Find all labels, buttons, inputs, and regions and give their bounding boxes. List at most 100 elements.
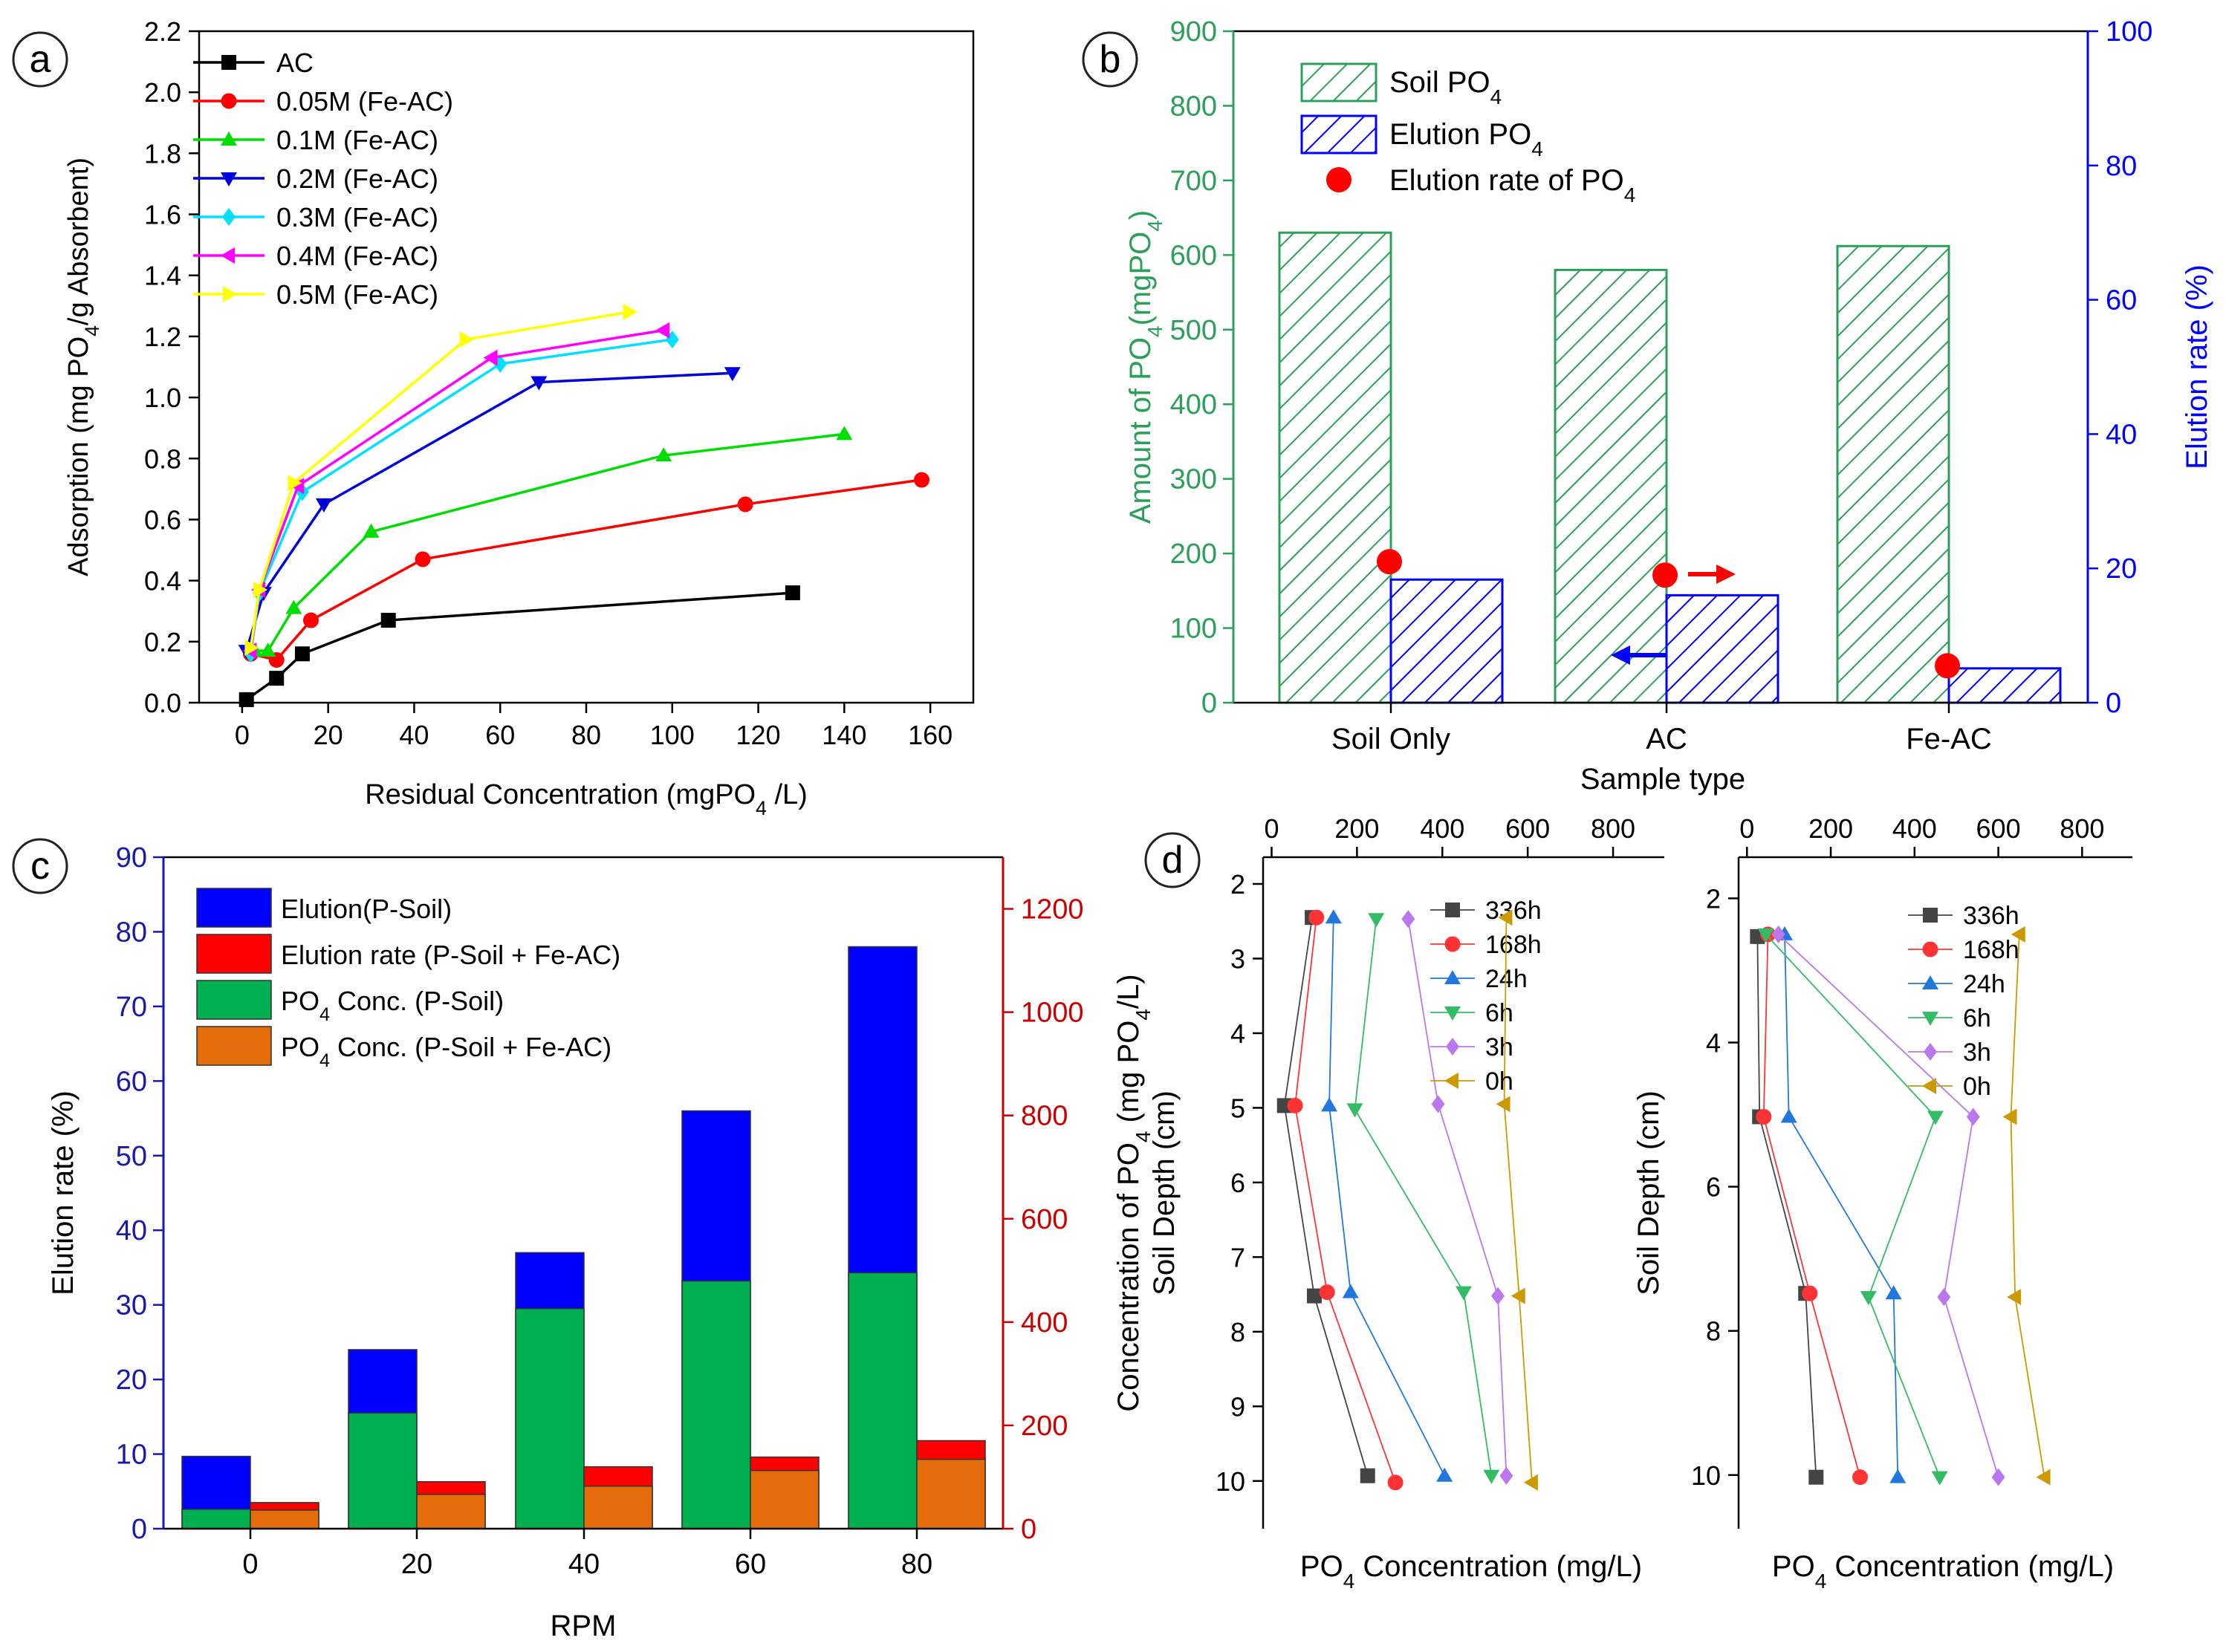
- y-tick-label-left: 70: [116, 992, 147, 1023]
- data-point: [459, 331, 474, 348]
- legend-label: 0.1M (Fe-AC): [276, 125, 438, 155]
- data-point: [655, 322, 670, 339]
- text-span: 4: [1343, 1570, 1355, 1593]
- data-point: [303, 612, 319, 628]
- y-tick-label-left: 300: [1170, 464, 1217, 495]
- y-tick-label: 4: [1706, 1028, 1721, 1058]
- data-point: [1321, 1097, 1338, 1112]
- text-span: 4: [1624, 183, 1636, 206]
- x-tick-label: 140: [822, 720, 866, 750]
- data-point: [1931, 1471, 1948, 1486]
- panel-c: 0102030405060708090020040060080010001200…: [47, 842, 1155, 1642]
- text-span: 4: [319, 1050, 330, 1071]
- text-span: Conc. (P-Soil): [330, 986, 504, 1016]
- x-tick-label: 120: [736, 720, 781, 750]
- y-tick-label-left: 0: [132, 1514, 147, 1545]
- data-point: [415, 551, 431, 568]
- data-point: [2011, 926, 2025, 943]
- panel-label-b: b: [1082, 31, 1138, 88]
- data-point: [2002, 1108, 2017, 1125]
- text-span: /L): [767, 779, 808, 810]
- legend-marker: [1924, 1043, 1937, 1061]
- series-line: [1784, 934, 1899, 1477]
- y-tick-label: 9: [1230, 1391, 1245, 1422]
- x-axis-label: PO4 Concentration (mg/L): [1300, 1550, 1642, 1593]
- data-point: [363, 523, 380, 538]
- y-tick-label: 4: [1230, 1018, 1245, 1049]
- legend-label: AC: [276, 48, 314, 78]
- data-point: [288, 475, 302, 492]
- series-line: [1407, 919, 1508, 1476]
- arrow-left-head: [1611, 645, 1630, 665]
- text-span: PO: [1772, 1550, 1815, 1583]
- x-tick-label: Soil Only: [1331, 723, 1450, 755]
- text-span: Elution rate (P-Soil + Fe-AC): [281, 940, 620, 970]
- panel-label-text: b: [1100, 38, 1121, 81]
- x-tick-label: 0: [1739, 813, 1754, 844]
- series-3h: 3h: [1401, 910, 1513, 1485]
- data-point: [1499, 1466, 1513, 1485]
- panel-label-circle: [1082, 31, 1138, 88]
- y-tick-label: 7: [1230, 1242, 1245, 1272]
- x-axis-label: Sample type: [1580, 763, 1745, 796]
- legend-label: 3h: [1963, 1038, 1991, 1067]
- data-point: [1436, 1467, 1453, 1482]
- series-line: [1328, 917, 1445, 1477]
- legend-label: 0.2M (Fe-AC): [276, 163, 438, 194]
- x-tick-label: 600: [1976, 813, 2021, 844]
- data-point: [315, 498, 332, 513]
- data-point: [483, 349, 498, 366]
- data-point: [530, 376, 548, 391]
- bar-conc-psoil: [681, 1280, 751, 1529]
- panel-label-text: d: [1162, 839, 1184, 882]
- data-point: [1483, 1469, 1500, 1484]
- data-point: [1346, 1103, 1363, 1118]
- legend-marker: [1922, 941, 1938, 957]
- data-point: [1431, 1095, 1445, 1113]
- data-point: [737, 496, 753, 513]
- data-point: [1306, 1288, 1322, 1304]
- legend-label: 0h: [1485, 1067, 1513, 1096]
- bar-soil-po4: [1836, 244, 1950, 704]
- text-span: Amount of PO: [1124, 337, 1157, 524]
- legend-marker: [1446, 1038, 1459, 1056]
- data-point: [1401, 910, 1415, 929]
- bar-conc-psoil: [515, 1307, 585, 1529]
- legend-label: 3h: [1485, 1033, 1513, 1061]
- bar-conc-psoil: [848, 1272, 918, 1529]
- data-point: [1319, 1284, 1335, 1301]
- y-axis-label-right: Elution rate (%): [2181, 264, 2213, 469]
- y-tick-label-right: 200: [1021, 1411, 1068, 1442]
- data-point: [290, 478, 305, 495]
- x-tick-label: 200: [1334, 813, 1379, 844]
- y-tick-label-right: 0: [1021, 1514, 1036, 1545]
- data-point: [914, 472, 930, 488]
- panel-label-text: c: [30, 845, 50, 888]
- y-tick-label-right: 400: [1021, 1307, 1068, 1339]
- x-tick-label: 400: [1892, 813, 1937, 844]
- text-span: Soil PO: [1389, 66, 1490, 99]
- text-span: PO: [281, 986, 319, 1016]
- depth-profile-1: 0 200 400 600 800 2 3 4 5 6 7 8 9 10 Soil Depth (cm) PO…: [1148, 813, 1664, 1593]
- x-tick-label: 80: [571, 720, 601, 750]
- y-tick-label: 6: [1230, 1168, 1245, 1198]
- y-tick-label-left: 80: [116, 917, 147, 948]
- data-point: [1966, 1108, 1980, 1126]
- text-span: Adsorption (mg PO: [63, 336, 94, 576]
- series-line: [1354, 919, 1493, 1476]
- series-6h: 6h: [1346, 913, 1513, 1484]
- y-tick-label-right: 80: [2106, 151, 2137, 182]
- data-point: [1771, 925, 1785, 943]
- panel-label-circle: [12, 838, 68, 894]
- legend-marker: [221, 172, 237, 186]
- series-24h: 24h: [1321, 909, 1528, 1482]
- series-0h: 0h: [1908, 926, 2051, 1486]
- y-tick-label-left: 700: [1170, 166, 1217, 197]
- legend-label: 336h: [1485, 897, 1542, 925]
- x-tick-label: 800: [2060, 813, 2104, 844]
- legend-marker: [221, 55, 236, 70]
- y-tick-label-right: 40: [2106, 419, 2137, 450]
- elution-rate-point: [1935, 653, 1960, 679]
- text-span: PO: [281, 1032, 319, 1062]
- x-tick-label: 0: [242, 1549, 258, 1580]
